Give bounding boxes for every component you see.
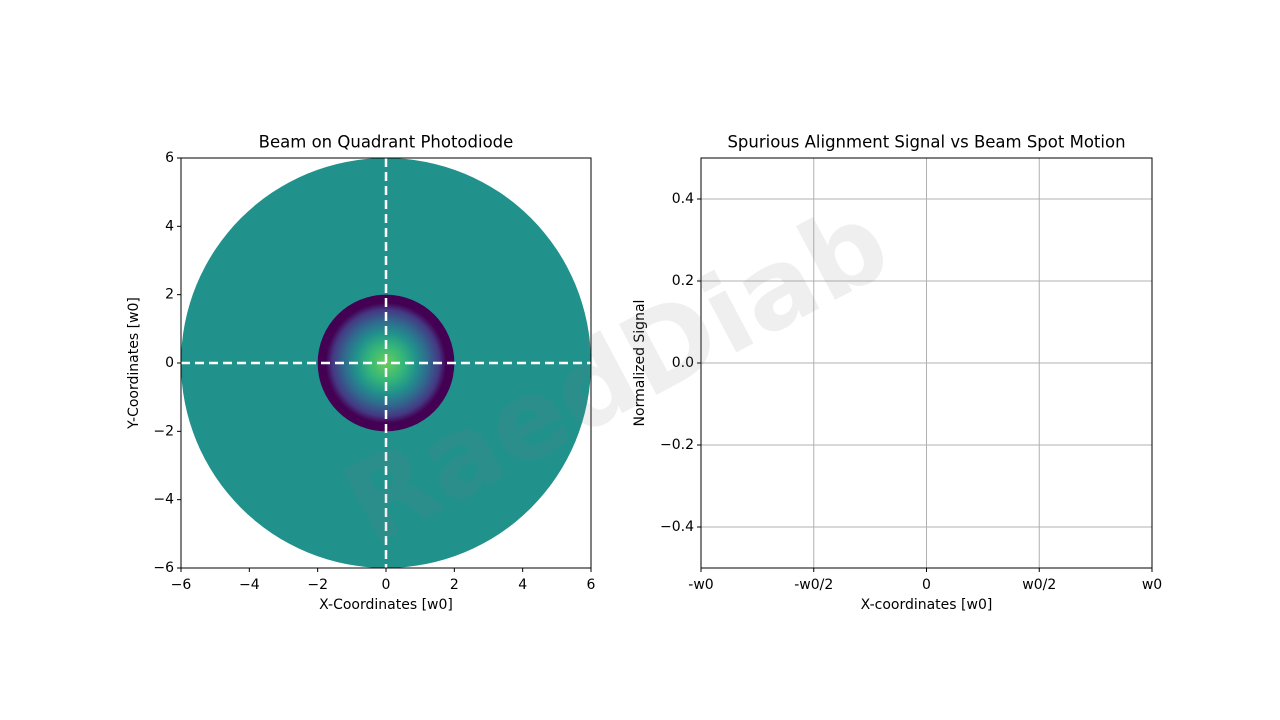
- y-axis-label: Normalized Signal: [632, 300, 648, 427]
- y-tick-label: 2: [165, 287, 174, 303]
- y-tick-label: −2: [153, 423, 174, 439]
- y-tick-label: −0.2: [660, 437, 694, 453]
- chart-title: Beam on Quadrant Photodiode: [259, 133, 514, 152]
- y-tick-label: 0.4: [672, 191, 694, 207]
- x-tick-label: 6: [587, 577, 596, 593]
- left-axes: −6 −4 −2 0 2 4 6 −6 −4 −2 0 2 4 6 Beam on Quadrant Pho…: [126, 133, 596, 614]
- axes-frame: [700, 157, 1153, 569]
- y-tick-label: 6: [165, 150, 174, 166]
- y-tick-label: 0: [165, 355, 174, 371]
- image-layer: [181, 158, 591, 568]
- chart-title: Spurious Alignment Signal vs Beam Spot M…: [727, 133, 1125, 152]
- x-axis-label: X-Coordinates [w0]: [319, 597, 453, 613]
- right-axes: -w0 -w0/2 0 w0/2 w0 −0.4 −0.2 0.0 0.2 0.4 Spurious…: [632, 133, 1162, 614]
- y-tick-label: −0.4: [660, 519, 694, 535]
- x-tick-label: 2: [450, 577, 459, 593]
- x-tick-label: −4: [239, 577, 260, 593]
- y-tick-label: 0.2: [672, 273, 694, 289]
- x-tick-label: −6: [171, 577, 192, 593]
- x-tick-label: -w0/2: [794, 577, 833, 593]
- x-tick-label: −2: [307, 577, 328, 593]
- y-tick-label: 4: [165, 218, 174, 234]
- y-axis-label: Y-Coordinates [w0]: [126, 297, 142, 430]
- y-tick-label: −4: [153, 492, 174, 508]
- x-tick-label: 0: [382, 577, 391, 593]
- y-tick-label: 0.0: [672, 355, 694, 371]
- x-tick-label: w0/2: [1022, 577, 1056, 593]
- x-tick-label: 0: [922, 577, 931, 593]
- plot-area: [181, 158, 591, 568]
- x-axis-label: X-coordinates [w0]: [861, 597, 993, 613]
- x-tick-label: -w0: [688, 577, 713, 593]
- y-tick-label: −6: [153, 560, 174, 576]
- axes-frame: [180, 157, 592, 569]
- x-tick-label: w0: [1142, 577, 1162, 593]
- x-tick-label: 4: [518, 577, 527, 593]
